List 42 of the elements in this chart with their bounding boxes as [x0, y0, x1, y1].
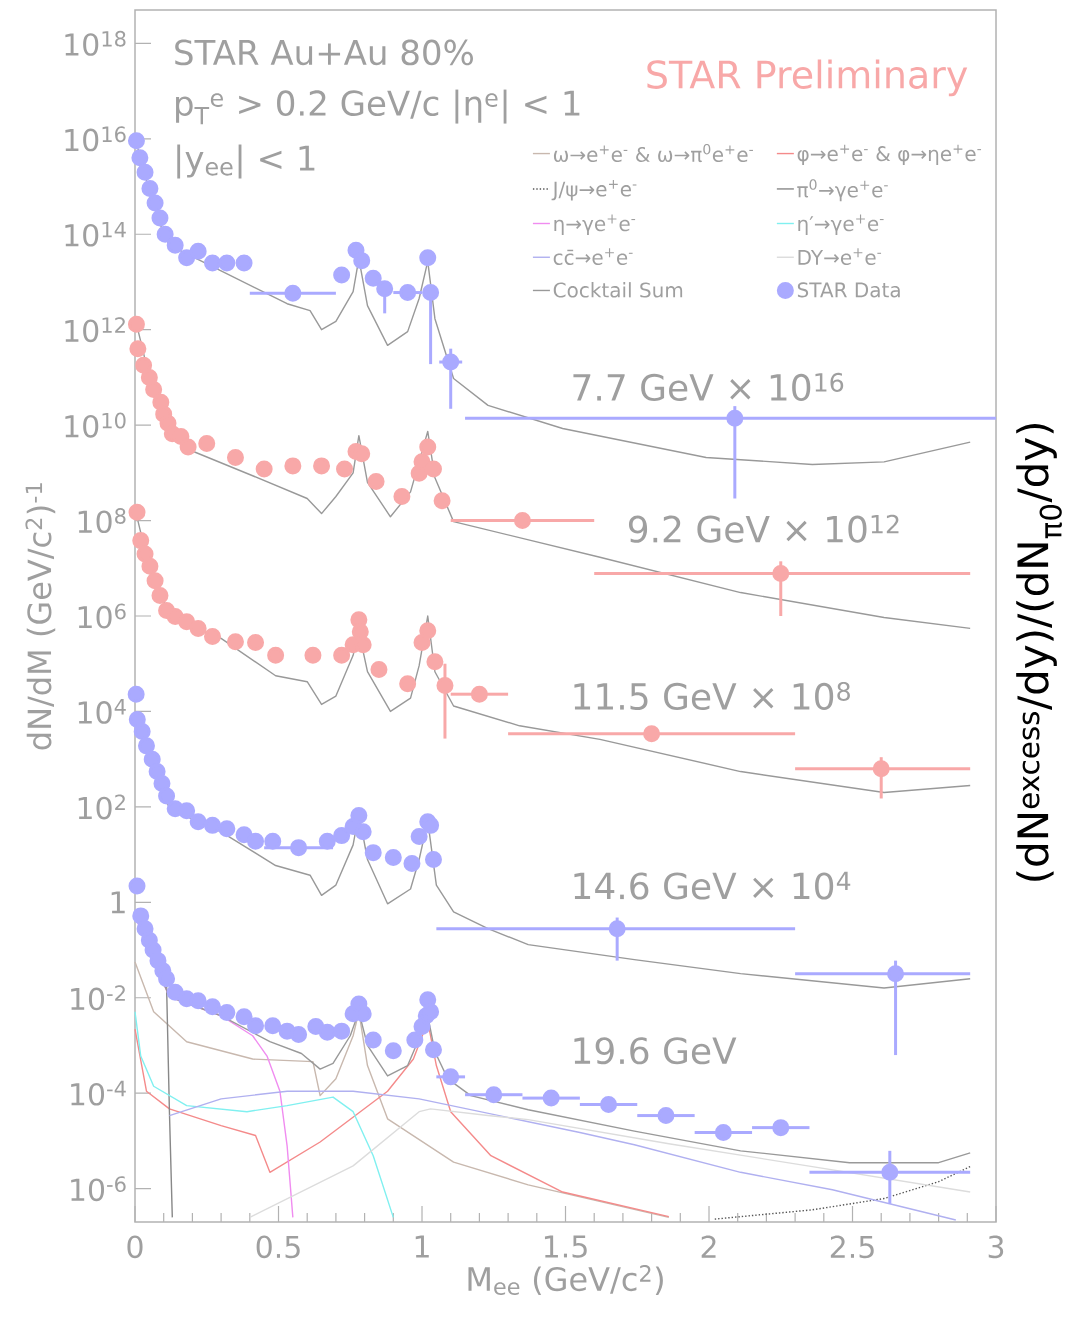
x-tick-label: 2.5 [830, 1235, 874, 1259]
y-tick-label: 1 [111, 891, 125, 914]
y-tick-label: 10$^{-2}$ [71, 985, 125, 1011]
annotation: p$_{T}$$^{e}$ > 0.2 GeV/c |η$^{e}$| < 1 [176, 89, 580, 125]
annotation: 19.6 GeV [574, 1037, 737, 1065]
legend-label: π$^{0}$→γe$^{+}$e$^{-}$ [797, 179, 888, 202]
annotation: 9.2 GeV × 10$^{12}$ [628, 514, 899, 543]
y-tick-label: 10$^{16}$ [65, 126, 126, 152]
legend-label: η′→γe$^{+}$e$^{-}$ [798, 214, 884, 236]
x-tick-label: 0 [127, 1235, 143, 1259]
x-tick-label: 2 [701, 1235, 716, 1258]
legend-label: φ→e$^{+}$e$^{-}$ & φ→ηe$^{+}$e$^{-}$ [797, 144, 982, 166]
y-tick-label: 10$^{4}$ [78, 699, 126, 724]
x-tick-label: 1.5 [544, 1235, 587, 1258]
legend-label: η→γe$^{+}$e$^{-}$ [554, 214, 636, 236]
text: ω→e$^{+}$e$^{-}$ & ω→π$^{0}$e$^{+}$e$^{-}$ [553, 143, 753, 163]
annotation: STAR Preliminary [647, 59, 968, 97]
y-tick-label: 10$^{12}$ [65, 317, 125, 343]
x-axis-title: M$_{ee}$ (GeV/c$^{2}$) [468, 1265, 663, 1295]
y-tick-label: 10$^{14}$ [65, 221, 126, 247]
annotation: |y$_{ee}$| < 1 [177, 144, 315, 179]
y-tick-label: 10$^{8}$ [78, 508, 126, 534]
annotation: 14.6 GeV × 10$^{4}$ [574, 871, 851, 900]
text: (dN$^{excess}$/dy)/(dN$_{π0}$/dy) [1016, 423, 1062, 881]
y-tick-label: 10$^{-6}$ [71, 1176, 126, 1202]
annotation: 11.5 GeV × 10$^{8}$ [574, 681, 850, 711]
x-tick-label: 0.5 [256, 1235, 300, 1259]
annotation: 7.7 GeV × 10$^{16}$ [573, 372, 844, 402]
annotation: STAR Au+Au 80% [175, 39, 473, 66]
legend-label: Cocktail Sum [553, 282, 683, 298]
legend-label: DY→e$^{+}$e$^{-}$ [798, 248, 882, 265]
x-tick-label: 1 [415, 1235, 429, 1258]
x-tick-label: 3 [988, 1235, 1004, 1259]
y-tick-label: 10$^{2}$ [78, 794, 125, 820]
y-tick-label: 10$^{-4}$ [71, 1080, 126, 1106]
y-tick-label: 10$^{18}$ [65, 30, 126, 56]
legend-label: J/ψ→e$^{+}$e$^{-}$ [551, 180, 637, 201]
legend-label: STAR Data [797, 282, 900, 298]
y-tick-label: 10$^{6}$ [78, 603, 126, 629]
legend-label: cc̄→e$^{+}$e$^{-}$ [553, 248, 633, 265]
y-axis-title: dN/dM (GeV/c$^{2}$)$^{-1}$ [25, 483, 56, 750]
y-tick-label: 10$^{10}$ [65, 412, 126, 438]
